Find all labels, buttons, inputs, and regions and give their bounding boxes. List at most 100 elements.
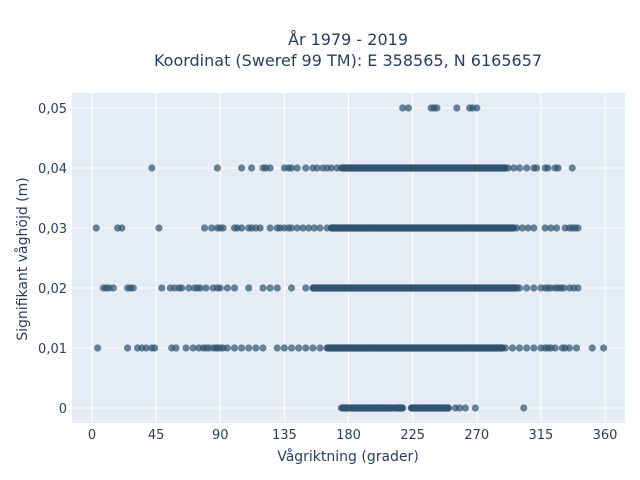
data-point xyxy=(299,224,307,232)
data-point xyxy=(523,344,531,352)
data-point xyxy=(533,164,541,172)
data-point xyxy=(266,164,274,172)
data-point xyxy=(313,164,321,172)
data-point xyxy=(600,344,608,352)
data-point xyxy=(142,344,150,352)
data-point xyxy=(223,284,231,292)
data-point xyxy=(518,224,526,232)
data-point xyxy=(259,344,267,352)
data-point xyxy=(178,284,186,292)
data-point xyxy=(245,284,253,292)
data-point xyxy=(208,224,216,232)
y-tick-label: 0 xyxy=(59,402,67,417)
data-point xyxy=(574,284,582,292)
data-point xyxy=(92,224,100,232)
data-point xyxy=(302,344,310,352)
data-point xyxy=(287,284,296,292)
data-point xyxy=(473,104,481,112)
data-point xyxy=(230,284,239,292)
data-point xyxy=(501,164,509,172)
x-tick-label: 360 xyxy=(593,428,618,443)
x-tick-label: 0 xyxy=(88,428,96,443)
data-point xyxy=(189,344,197,352)
y-tick-label: 0,05 xyxy=(38,102,67,117)
data-point xyxy=(461,404,469,412)
data-point xyxy=(245,344,253,352)
data-point xyxy=(123,344,132,352)
data-point xyxy=(148,164,156,172)
x-tick-label: 45 xyxy=(148,428,165,443)
data-point xyxy=(530,224,538,232)
data-point xyxy=(530,344,538,352)
x-axis-ticks: 0 45 90 135 180 225 270 315 360 xyxy=(88,428,618,443)
chart-title-line-2: Koordinat (Sweref 99 TM): E 358565, N 61… xyxy=(154,51,542,70)
data-point xyxy=(524,224,532,232)
data-point xyxy=(259,284,267,292)
data-point xyxy=(238,164,246,172)
x-tick-label: 135 xyxy=(272,428,297,443)
data-point xyxy=(158,284,166,292)
data-point xyxy=(129,284,137,292)
data-point xyxy=(515,164,524,172)
data-point xyxy=(520,404,528,412)
data-point xyxy=(541,224,549,232)
y-axis-ticks: 0 0,01 0,02 0,03 0,04 0,05 xyxy=(38,102,67,417)
data-point xyxy=(266,284,274,292)
data-point xyxy=(316,224,324,232)
data-point xyxy=(155,224,163,232)
data-point xyxy=(202,284,210,292)
data-point xyxy=(151,344,159,352)
data-point xyxy=(565,344,574,352)
data-point xyxy=(404,104,412,112)
data-point xyxy=(230,344,239,352)
data-point xyxy=(216,284,224,292)
data-point xyxy=(213,164,221,172)
data-point xyxy=(293,164,301,172)
data-point xyxy=(182,344,190,352)
chart-title-line-1: År 1979 - 2019 xyxy=(288,30,408,49)
data-point xyxy=(304,224,313,232)
data-point xyxy=(287,344,296,352)
data-point xyxy=(266,224,274,232)
data-point xyxy=(456,404,464,412)
data-point xyxy=(513,284,521,292)
data-point xyxy=(574,224,582,232)
data-point xyxy=(238,224,246,232)
x-tick-label: 180 xyxy=(336,428,361,443)
data-point xyxy=(444,404,452,412)
data-point xyxy=(310,224,318,232)
data-point xyxy=(309,344,317,352)
data-point xyxy=(433,104,441,112)
x-axis-title: Vågriktning (grader) xyxy=(277,448,419,465)
data-point xyxy=(316,344,324,352)
data-point xyxy=(508,344,517,352)
data-point xyxy=(554,164,562,172)
data-points xyxy=(92,104,608,412)
data-point xyxy=(498,344,507,352)
data-point xyxy=(172,344,180,352)
x-tick-label: 270 xyxy=(464,428,489,443)
data-point xyxy=(471,404,479,412)
data-point xyxy=(238,344,246,352)
data-point xyxy=(544,164,552,172)
data-point xyxy=(273,284,281,292)
data-point xyxy=(293,224,301,232)
data-point xyxy=(273,344,281,352)
data-point xyxy=(523,164,531,172)
data-point xyxy=(551,344,559,352)
data-point xyxy=(287,164,296,172)
y-tick-label: 0,02 xyxy=(38,282,67,297)
data-point xyxy=(280,344,288,352)
data-point xyxy=(568,164,576,172)
data-point xyxy=(223,344,231,352)
data-point xyxy=(552,224,561,232)
data-point xyxy=(287,224,296,232)
data-point xyxy=(510,164,518,172)
data-point xyxy=(510,224,518,232)
data-point xyxy=(523,284,531,292)
data-point xyxy=(453,104,461,112)
data-point xyxy=(200,224,209,232)
x-tick-label: 315 xyxy=(528,428,553,443)
data-point xyxy=(118,224,126,232)
data-point xyxy=(256,224,264,232)
